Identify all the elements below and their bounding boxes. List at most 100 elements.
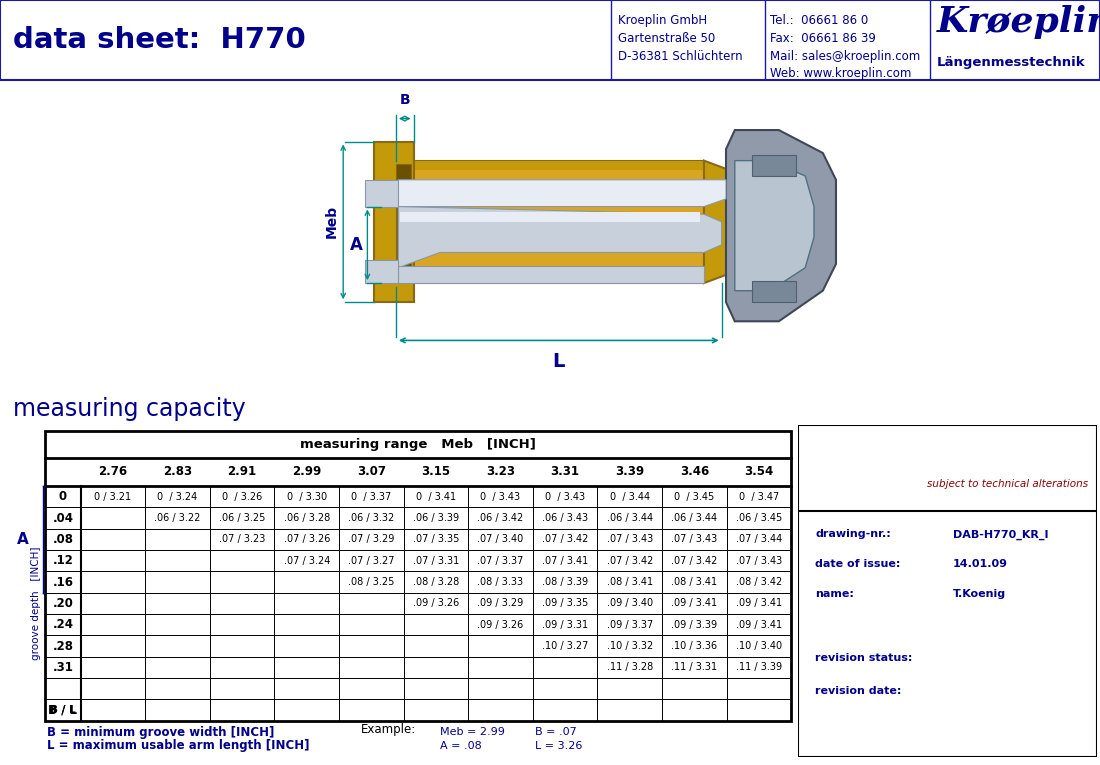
Text: 2.91: 2.91 [228,465,256,478]
Text: 3.07: 3.07 [356,465,386,478]
Text: A: A [16,532,29,547]
Text: .09 / 3.35: .09 / 3.35 [542,598,588,608]
Text: 0  / 3.30: 0 / 3.30 [287,492,327,502]
Text: 3.54: 3.54 [745,465,773,478]
Text: .07 / 3.29: .07 / 3.29 [348,535,395,545]
Text: 0  / 3.47: 0 / 3.47 [739,492,779,502]
Text: .08 / 3.41: .08 / 3.41 [671,577,717,587]
Text: Kroeplin GmbH: Kroeplin GmbH [618,15,707,28]
Text: .09 / 3.41: .09 / 3.41 [671,598,717,608]
Polygon shape [398,180,726,207]
Bar [374,142,414,302]
Text: .07 / 3.27: .07 / 3.27 [348,556,395,566]
Bar [396,161,704,171]
Text: .10 / 3.36: .10 / 3.36 [671,641,717,651]
Text: groove depth   [INCH]: groove depth [INCH] [31,547,41,660]
Polygon shape [365,180,398,207]
Text: A = .08: A = .08 [440,741,482,750]
Text: .06 / 3.28: .06 / 3.28 [284,513,330,523]
Polygon shape [704,161,735,283]
Text: revision status:: revision status: [815,653,913,662]
Text: .06 / 3.32: .06 / 3.32 [349,513,395,523]
Bar [398,265,704,283]
Text: .09 / 3.40: .09 / 3.40 [607,598,653,608]
Text: .08 / 3.41: .08 / 3.41 [607,577,653,587]
Text: 3.15: 3.15 [421,465,451,478]
Text: B / L: B / L [48,704,77,717]
Text: 3.23: 3.23 [486,465,515,478]
Text: 2.83: 2.83 [163,465,192,478]
Text: .08 / 3.25: .08 / 3.25 [348,577,395,587]
Text: .06 / 3.39: .06 / 3.39 [412,513,459,523]
Text: measuring range   Meb   [INCH]: measuring range Meb [INCH] [300,438,536,451]
Text: 14.01.09: 14.01.09 [953,559,1008,569]
Text: .07 / 3.42: .07 / 3.42 [542,535,588,545]
Text: .07 / 3.43: .07 / 3.43 [736,556,782,566]
Text: name:: name: [815,589,855,599]
Text: .07 / 3.41: .07 / 3.41 [542,556,588,566]
Text: Tel.:  06661 86 0: Tel.: 06661 86 0 [770,15,868,28]
Text: B = minimum groove width [INCH]: B = minimum groove width [INCH] [47,726,275,739]
Text: B / L: B / L [50,705,76,715]
Text: 3.46: 3.46 [680,465,710,478]
Bar [396,161,704,283]
Text: L: L [552,352,565,371]
Text: .11 / 3.28: .11 / 3.28 [607,662,653,672]
Text: .09 / 3.26: .09 / 3.26 [412,598,459,608]
Text: .09 / 3.41: .09 / 3.41 [736,620,782,630]
Text: .08 / 3.42: .08 / 3.42 [736,577,782,587]
Text: L = 3.26: L = 3.26 [535,741,582,750]
Text: .09 / 3.37: .09 / 3.37 [607,620,653,630]
Text: .07 / 3.23: .07 / 3.23 [219,535,265,545]
Text: .07 / 3.35: .07 / 3.35 [412,535,459,545]
Polygon shape [726,130,836,321]
Text: .31: .31 [53,661,74,674]
Text: Fax:  06661 86 39: Fax: 06661 86 39 [770,32,876,45]
Text: 0  / 3.41: 0 / 3.41 [416,492,456,502]
Text: 0  / 3.37: 0 / 3.37 [351,492,392,502]
Bar [400,213,700,222]
Text: .20: .20 [53,597,74,610]
Text: .08 / 3.33: .08 / 3.33 [477,577,524,587]
Text: .06 / 3.42: .06 / 3.42 [477,513,524,523]
Text: 0  / 3.43: 0 / 3.43 [481,492,520,502]
Text: .07 / 3.40: .07 / 3.40 [477,535,524,545]
Text: 2.99: 2.99 [293,465,321,478]
Text: Krøeplin: Krøeplin [937,5,1100,40]
Text: 2.76: 2.76 [98,465,128,478]
Text: .06 / 3.44: .06 / 3.44 [671,513,717,523]
Text: .09 / 3.39: .09 / 3.39 [671,620,717,630]
Text: drawing-nr.:: drawing-nr.: [815,529,891,539]
Text: data sheet:  H770: data sheet: H770 [13,26,306,54]
Text: .11 / 3.31: .11 / 3.31 [671,662,717,672]
Text: .09 / 3.26: .09 / 3.26 [477,620,524,630]
Text: 0  / 3.26: 0 / 3.26 [222,492,262,502]
Text: .07 / 3.24: .07 / 3.24 [284,556,330,566]
Polygon shape [735,161,814,291]
Text: .07 / 3.31: .07 / 3.31 [412,556,459,566]
Text: .24: .24 [53,618,74,631]
Text: .11 / 3.39: .11 / 3.39 [736,662,782,672]
Text: Mail: sales@kroeplin.com: Mail: sales@kroeplin.com [770,50,921,63]
Text: revision date:: revision date: [815,685,902,696]
Text: .16: .16 [53,575,74,588]
Text: Gartenstraße 50: Gartenstraße 50 [618,32,715,45]
Text: .06 / 3.45: .06 / 3.45 [736,513,782,523]
Text: A: A [350,236,363,254]
Text: .07 / 3.44: .07 / 3.44 [736,535,782,545]
Text: .08: .08 [53,533,74,546]
Text: 0  / 3.45: 0 / 3.45 [674,492,715,502]
Text: .07 / 3.37: .07 / 3.37 [477,556,524,566]
Text: .07 / 3.42: .07 / 3.42 [671,556,717,566]
Text: .04: .04 [53,512,74,525]
Text: .07 / 3.43: .07 / 3.43 [607,535,653,545]
Text: .12: .12 [53,555,74,568]
Text: .09 / 3.31: .09 / 3.31 [542,620,588,630]
Text: .09 / 3.29: .09 / 3.29 [477,598,524,608]
Bar [752,282,796,302]
Text: .07 / 3.26: .07 / 3.26 [284,535,330,545]
Text: Längenmesstechnik: Längenmesstechnik [937,56,1086,69]
Text: Web: www.kroeplin.com: Web: www.kroeplin.com [770,67,912,80]
Text: T.Koenig: T.Koenig [953,589,1007,599]
Polygon shape [365,260,398,283]
